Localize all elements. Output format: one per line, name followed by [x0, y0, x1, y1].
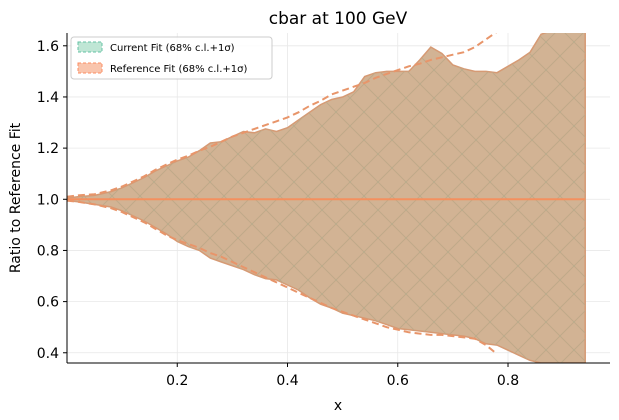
y-tick-label: 0.8	[37, 243, 59, 259]
chart-title: cbar at 100 GeV	[269, 9, 408, 29]
legend-box	[70, 36, 273, 80]
plot-area	[67, 33, 586, 363]
current-fit-band-crosshatch	[67, 33, 586, 363]
x-tick-label: 0.4	[276, 373, 298, 389]
x-axis-label: x	[334, 398, 342, 414]
x-tick-label: 0.2	[166, 373, 188, 389]
y-tick-label: 1.0	[37, 192, 59, 208]
x-tick-label: 0.6	[387, 373, 409, 389]
reference-fit-legend-label: Reference Fit (68% c.l.+1σ)	[110, 64, 247, 75]
y-tick-label: 0.6	[37, 295, 59, 311]
y-tick-label: 0.4	[37, 346, 59, 362]
y-tick-label: 1.4	[37, 90, 59, 106]
y-tick-label: 1.2	[37, 141, 59, 157]
y-axis-ticks: 0.4 0.6 0.8 1.0 1.2 1.4 1.6	[37, 39, 67, 362]
current-fit-legend-label: Current Fit (68% c.l.+1σ)	[110, 43, 235, 54]
legend: Current Fit (68% c.l.+1σ) Reference Fit …	[70, 36, 273, 80]
x-tick-label: 0.8	[497, 373, 519, 389]
reference-fit-lower-edge	[67, 199, 498, 355]
reference-fit-legend-swatch	[77, 62, 103, 74]
current-fit-legend-swatch	[77, 41, 103, 53]
y-tick-label: 1.6	[37, 39, 59, 55]
y-axis-label: Ratio to Reference Fit	[8, 122, 24, 273]
reference-fit-upper-edge	[67, 33, 497, 198]
x-axis-ticks: 0.2 0.4 0.6 0.8	[166, 363, 519, 389]
